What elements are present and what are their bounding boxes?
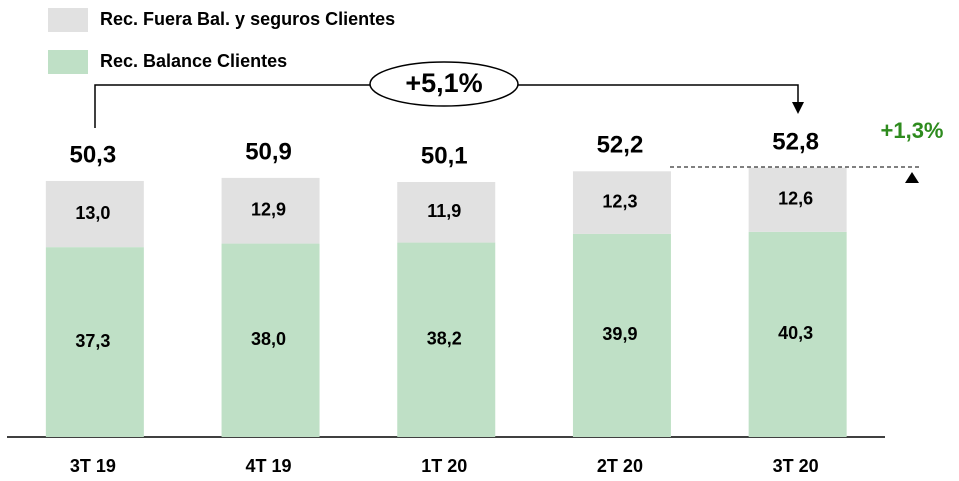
- value-label: 38,0: [251, 329, 286, 349]
- value-label: 38,2: [427, 329, 462, 349]
- value-label: 11,9: [427, 201, 461, 221]
- x-tick-label: 3T 19: [70, 456, 116, 476]
- bar-segment: [45, 180, 144, 248]
- value-label: 40,3: [778, 323, 813, 343]
- value-label: 37,3: [75, 331, 110, 351]
- value-label: 12,6: [778, 189, 813, 209]
- bar-segment: [397, 242, 496, 437]
- total-label: 52,2: [597, 132, 644, 159]
- x-tick-label: 1T 20: [421, 456, 467, 476]
- legend-label: Rec. Fuera Bal. y seguros Clientes: [100, 9, 395, 29]
- legend-swatch: [48, 50, 88, 74]
- x-tick-label: 3T 20: [773, 456, 819, 476]
- value-label: 12,3: [602, 191, 637, 211]
- bar-segment: [572, 171, 671, 234]
- total-label: 50,3: [69, 141, 116, 168]
- legend-swatch: [48, 8, 88, 32]
- x-tick-label: 4T 19: [246, 456, 292, 476]
- x-tick-label: 2T 20: [597, 456, 643, 476]
- bar-segment: [748, 167, 847, 232]
- legend-label: Rec. Balance Clientes: [100, 51, 287, 71]
- bar-segment: [221, 177, 320, 244]
- bar-segment: [397, 181, 496, 243]
- arrowhead: [792, 102, 804, 114]
- bar-segment: [572, 233, 671, 437]
- growth-label: +5,1%: [405, 68, 482, 98]
- bar-segment: [45, 247, 144, 437]
- value-label: 12,9: [251, 199, 286, 219]
- total-label: 50,1: [421, 142, 468, 169]
- up-triangle: [905, 172, 919, 183]
- bar-segment: [748, 231, 847, 437]
- bar-segment: [221, 243, 320, 437]
- value-label: 13,0: [75, 203, 110, 223]
- qoq-label: +1,3%: [881, 118, 944, 143]
- total-label: 50,9: [245, 138, 292, 165]
- value-label: 39,9: [602, 324, 637, 344]
- total-label: 52,8: [772, 129, 819, 156]
- growth-ellipse: [369, 61, 519, 107]
